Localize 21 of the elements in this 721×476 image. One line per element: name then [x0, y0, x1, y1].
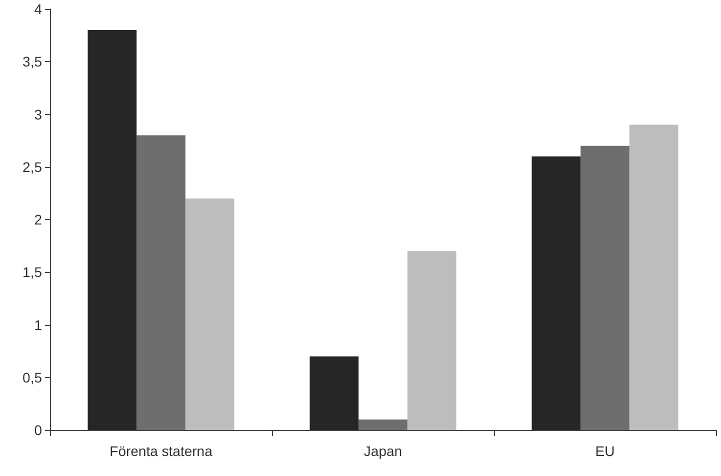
x-tick-label: Japan [364, 443, 402, 459]
bar [88, 30, 137, 430]
y-tick-label: 1 [34, 316, 42, 333]
y-tick-label: 4 [34, 1, 42, 17]
x-tick-label: Förenta staterna [110, 443, 213, 459]
bar [136, 135, 186, 430]
bar [310, 356, 359, 430]
y-tick-label: 2 [34, 212, 42, 228]
bar [407, 251, 456, 430]
y-tick-label: 0,5 [22, 369, 42, 386]
bar [580, 146, 630, 430]
y-tick-label: 0 [34, 422, 42, 438]
bar [629, 124, 678, 430]
y-tick-label: 2,5 [22, 158, 42, 175]
x-tick-label: EU [595, 443, 615, 459]
bar [532, 156, 581, 430]
y-tick-label: 3,5 [22, 54, 42, 70]
y-tick-label: 1,5 [22, 264, 42, 280]
y-tick-label: 3 [34, 106, 42, 122]
bar [358, 419, 408, 430]
bar [185, 198, 234, 430]
